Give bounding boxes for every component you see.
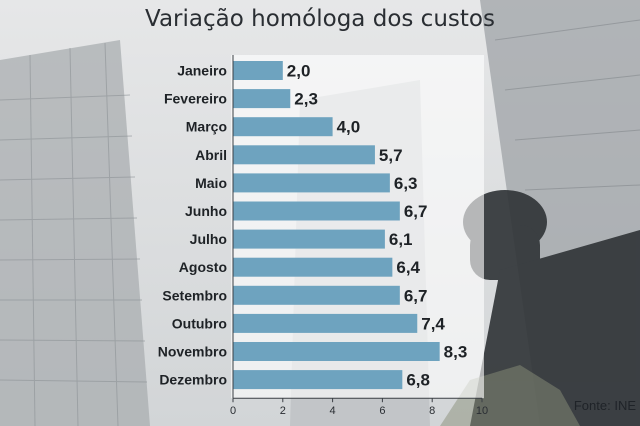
bar (233, 173, 390, 193)
data-label: 6,7 (404, 202, 428, 221)
data-label: 6,4 (396, 258, 420, 277)
bar (233, 117, 333, 137)
x-tick-label: 6 (379, 405, 385, 417)
bar (233, 342, 440, 361)
x-tick-label: 4 (330, 405, 336, 417)
x-tick-label: 10 (476, 405, 488, 417)
data-label: 6,1 (389, 230, 413, 249)
bar (233, 61, 283, 80)
x-tick-label: 0 (230, 405, 236, 417)
bar (233, 285, 400, 305)
category-label: Junho (185, 203, 227, 219)
category-label: Agosto (179, 259, 227, 275)
data-label: 7,4 (421, 314, 445, 333)
data-label: 4,0 (337, 118, 361, 137)
category-label: Janeiro (177, 63, 227, 79)
category-label: Julho (190, 231, 227, 247)
category-label: Dezembro (159, 372, 227, 388)
bar (233, 257, 393, 277)
data-label: 6,7 (404, 286, 428, 305)
chart-title: Variação homóloga dos custos (145, 6, 495, 32)
bar (233, 145, 375, 165)
data-label: 2,0 (287, 62, 311, 81)
source-note: Fonte: INE (573, 398, 636, 413)
bar (233, 201, 400, 221)
data-label: 5,7 (379, 146, 403, 165)
category-label: Setembro (162, 287, 227, 303)
category-label: Outubro (172, 315, 227, 331)
bar (233, 313, 418, 333)
category-label: Abril (195, 147, 227, 163)
category-label: Maio (195, 175, 227, 191)
bar (233, 89, 291, 109)
category-label: Março (186, 119, 227, 135)
data-label: 6,3 (394, 174, 418, 193)
category-label: Novembro (158, 344, 227, 360)
bar (233, 229, 385, 249)
category-label: Fevereiro (164, 91, 227, 107)
x-tick-label: 2 (280, 405, 286, 417)
data-label: 8,3 (444, 343, 468, 362)
bar (233, 370, 403, 390)
plot-panel (231, 55, 484, 399)
x-tick-label: 8 (429, 405, 435, 417)
data-label: 6,8 (406, 371, 430, 390)
data-label: 2,3 (294, 90, 318, 109)
